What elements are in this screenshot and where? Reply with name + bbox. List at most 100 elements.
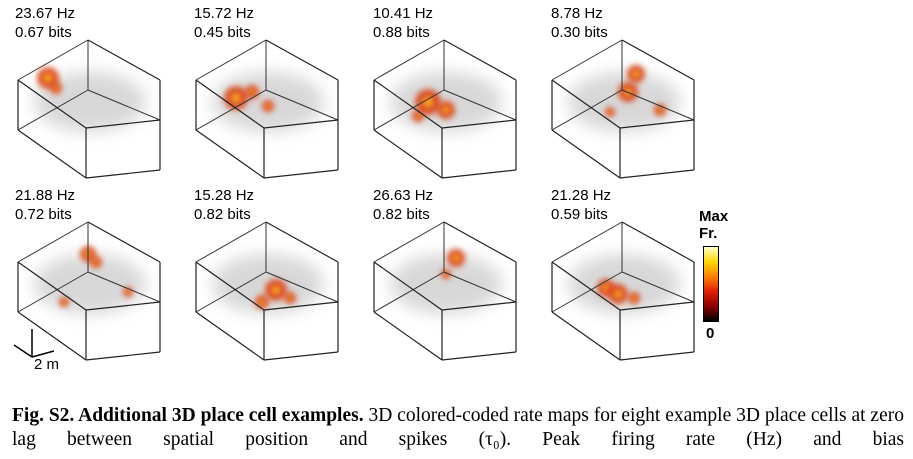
box-edge — [443, 271, 517, 303]
box-edge — [263, 301, 339, 311]
cell-label-8: 21.28 Hz 0.59 bits — [551, 187, 612, 223]
box-edge — [373, 129, 443, 179]
hotspot-core — [442, 106, 450, 114]
box-edge — [373, 89, 445, 131]
box-edge — [443, 221, 517, 263]
volume-cloud — [568, 72, 680, 132]
hotspot-core — [265, 103, 271, 109]
hotspot-core — [93, 259, 99, 265]
box-edge — [265, 89, 339, 121]
hotspot-core — [614, 290, 622, 298]
cell-label-6: 15.28 Hz 0.82 bits — [194, 187, 255, 223]
box-edge — [441, 169, 517, 179]
box-edge — [17, 89, 89, 131]
volume-cloud — [390, 254, 502, 314]
box-edge — [373, 271, 445, 313]
box-edge — [621, 271, 695, 303]
hotspot-core — [632, 70, 640, 78]
box-edge — [619, 301, 695, 311]
box-edge — [195, 311, 265, 361]
rate-map-7 — [373, 221, 517, 361]
box-edge — [17, 311, 87, 361]
box-edge — [195, 89, 267, 131]
hotspot-core — [415, 113, 421, 119]
hotspot-core — [62, 300, 66, 304]
rate-map-4 — [551, 39, 695, 179]
box-edge — [85, 301, 161, 311]
box-edge — [17, 129, 87, 179]
box-edge — [551, 261, 621, 311]
hotspot-core — [422, 96, 434, 108]
box-edge — [17, 271, 89, 313]
box-edge — [195, 221, 267, 263]
box-edge — [17, 261, 87, 311]
hotspot-core — [231, 93, 241, 103]
box-edge — [85, 119, 161, 129]
scale-bar-label: 2 m — [34, 356, 60, 373]
box-edge — [551, 89, 623, 131]
box-edge — [551, 311, 621, 361]
rate-map-8 — [551, 221, 695, 361]
box-edge — [265, 271, 339, 303]
hotspot-core — [602, 284, 610, 292]
box-edge — [87, 39, 161, 81]
box-edge — [441, 119, 517, 129]
box-edge — [621, 39, 695, 81]
box-edge — [85, 351, 161, 361]
hotspot-core — [657, 107, 663, 113]
box-edge — [443, 89, 517, 121]
box-edge — [17, 221, 89, 263]
box-edge — [551, 271, 623, 313]
box-edge — [265, 221, 339, 263]
box-edge — [87, 221, 161, 263]
cell-label-7: 26.63 Hz 0.82 bits — [373, 187, 434, 223]
cell-label-2: 15.72 Hz 0.45 bits — [194, 5, 255, 41]
box-edge — [195, 79, 265, 129]
volume-cloud — [34, 72, 146, 132]
scale-bar-axes — [13, 329, 55, 358]
hotspot-core — [271, 285, 281, 295]
box-edge — [263, 351, 339, 361]
box-edge — [551, 221, 623, 263]
box-edge — [551, 79, 621, 129]
rate-map-boxes — [17, 39, 695, 361]
hotspot-core — [43, 73, 53, 83]
box-edge — [17, 39, 89, 81]
box-edge — [373, 261, 443, 311]
box-edge — [265, 39, 339, 81]
box-edge — [441, 301, 517, 311]
box-edge — [621, 89, 695, 121]
box-edge — [17, 79, 87, 129]
colorbar-zero-label: 0 — [706, 325, 715, 342]
rate-map-2 — [195, 39, 339, 179]
hotspot-core — [259, 299, 265, 305]
box-edge — [551, 39, 623, 81]
rate-map-6 — [195, 221, 339, 361]
hotspot-core — [287, 295, 293, 301]
cell-label-3: 10.41 Hz 0.88 bits — [373, 5, 434, 41]
hotspot-core — [53, 85, 59, 91]
box-edge — [551, 129, 621, 179]
box-edge — [263, 169, 339, 179]
box-edge — [195, 39, 267, 81]
hotspot-core — [126, 290, 130, 294]
hotspot-core — [608, 110, 612, 114]
box-edge — [373, 311, 443, 361]
rate-map-3 — [373, 39, 517, 179]
box-edge — [619, 119, 695, 129]
volume-cloud — [568, 254, 680, 314]
box-edge — [263, 119, 339, 129]
box-edge — [87, 89, 161, 121]
figure-caption: Fig. S2. Additional 3D place cell exampl… — [12, 404, 904, 452]
hotspot-core — [249, 89, 255, 95]
box-edge — [87, 271, 161, 303]
hotspot-core — [452, 254, 460, 262]
cell-label-4: 8.78 Hz 0.30 bits — [551, 5, 608, 41]
figure-panel: 23.67 Hz 0.67 bits 15.72 Hz 0.45 bits 10.4… — [13, 5, 728, 373]
hotspot-core — [631, 295, 637, 301]
box-edge — [195, 271, 267, 313]
caption-text: 3D colored-coded rate maps for eight exa… — [12, 405, 904, 450]
box-edge — [443, 39, 517, 81]
box-edge — [619, 351, 695, 361]
caption-title: Fig. S2. Additional 3D place cell exampl… — [12, 405, 364, 426]
